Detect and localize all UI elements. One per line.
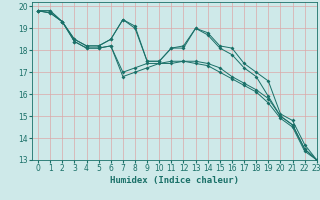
X-axis label: Humidex (Indice chaleur): Humidex (Indice chaleur)	[110, 176, 239, 185]
